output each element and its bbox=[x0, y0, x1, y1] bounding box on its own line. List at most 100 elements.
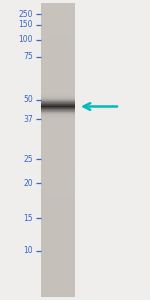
Bar bbox=[40, 3, 75, 8]
Bar bbox=[40, 189, 75, 194]
Bar bbox=[40, 165, 75, 170]
Bar bbox=[40, 78, 75, 79]
Bar bbox=[40, 268, 75, 272]
Bar bbox=[40, 110, 75, 111]
Bar bbox=[40, 94, 75, 95]
Bar bbox=[40, 175, 75, 179]
Bar bbox=[40, 145, 75, 150]
Bar bbox=[40, 87, 75, 88]
Bar bbox=[40, 214, 75, 219]
Bar bbox=[40, 248, 75, 253]
Bar bbox=[40, 258, 75, 263]
Bar bbox=[40, 123, 75, 124]
Text: 20: 20 bbox=[23, 178, 33, 188]
Bar bbox=[40, 119, 75, 120]
Bar bbox=[40, 96, 75, 97]
Bar bbox=[40, 199, 75, 204]
Bar bbox=[40, 88, 75, 89]
Bar bbox=[40, 243, 75, 248]
Bar bbox=[40, 99, 75, 100]
Bar bbox=[40, 109, 75, 110]
Bar bbox=[40, 98, 75, 99]
Bar bbox=[40, 127, 75, 128]
Bar bbox=[40, 169, 75, 175]
Bar bbox=[40, 224, 75, 228]
Bar bbox=[40, 97, 75, 98]
Text: 150: 150 bbox=[18, 20, 33, 29]
Bar bbox=[40, 116, 75, 121]
Bar bbox=[40, 116, 75, 117]
Bar bbox=[40, 91, 75, 96]
Bar bbox=[40, 102, 75, 103]
Bar bbox=[40, 124, 75, 125]
Bar bbox=[40, 104, 75, 105]
Bar bbox=[40, 155, 75, 160]
Bar bbox=[40, 13, 75, 18]
Bar bbox=[40, 115, 75, 116]
Bar bbox=[40, 92, 75, 93]
Bar bbox=[40, 135, 75, 140]
Bar bbox=[40, 140, 75, 145]
Bar bbox=[40, 238, 75, 243]
Bar bbox=[40, 111, 75, 112]
Bar bbox=[40, 84, 75, 85]
Bar bbox=[40, 184, 75, 189]
Bar bbox=[40, 85, 75, 86]
Bar bbox=[40, 130, 75, 135]
Bar bbox=[40, 150, 75, 155]
Bar bbox=[40, 22, 75, 28]
Bar bbox=[40, 81, 75, 86]
Bar bbox=[40, 86, 75, 87]
Bar bbox=[40, 204, 75, 209]
Bar bbox=[40, 131, 75, 132]
Bar bbox=[40, 100, 75, 101]
Bar bbox=[40, 105, 75, 106]
Bar bbox=[40, 121, 75, 122]
Bar bbox=[40, 80, 75, 81]
Bar bbox=[40, 89, 75, 90]
Bar bbox=[40, 101, 75, 102]
Bar bbox=[40, 8, 75, 13]
Bar bbox=[40, 209, 75, 214]
Bar bbox=[40, 122, 75, 123]
Bar bbox=[40, 128, 75, 129]
Bar bbox=[40, 72, 75, 76]
Bar bbox=[40, 57, 75, 62]
Bar bbox=[40, 76, 75, 81]
Bar bbox=[40, 96, 75, 101]
Bar bbox=[40, 272, 75, 278]
Bar bbox=[40, 106, 75, 107]
Bar bbox=[40, 47, 75, 52]
Text: 50: 50 bbox=[23, 95, 33, 104]
Bar bbox=[40, 233, 75, 238]
Bar bbox=[40, 28, 75, 32]
Bar bbox=[40, 292, 75, 297]
Bar bbox=[40, 111, 75, 116]
Bar bbox=[40, 160, 75, 165]
Bar bbox=[40, 67, 75, 72]
Bar bbox=[40, 130, 75, 131]
Bar bbox=[40, 126, 75, 127]
Bar bbox=[40, 113, 75, 114]
Bar bbox=[40, 90, 75, 91]
Bar bbox=[40, 37, 75, 42]
Bar bbox=[40, 129, 75, 130]
Bar bbox=[40, 18, 75, 22]
Text: 250: 250 bbox=[18, 10, 33, 19]
Bar bbox=[40, 101, 75, 106]
Text: 75: 75 bbox=[23, 52, 33, 62]
Bar bbox=[40, 132, 75, 133]
Bar bbox=[40, 106, 75, 111]
Bar bbox=[40, 83, 75, 84]
Bar bbox=[40, 125, 75, 130]
Bar bbox=[40, 3, 75, 297]
Bar bbox=[40, 108, 75, 109]
Bar bbox=[40, 93, 75, 94]
Text: 25: 25 bbox=[23, 154, 33, 164]
Bar bbox=[40, 194, 75, 199]
Bar bbox=[40, 125, 75, 126]
Bar bbox=[40, 107, 75, 108]
Bar bbox=[40, 278, 75, 282]
Text: 37: 37 bbox=[23, 115, 33, 124]
Bar bbox=[40, 133, 75, 134]
